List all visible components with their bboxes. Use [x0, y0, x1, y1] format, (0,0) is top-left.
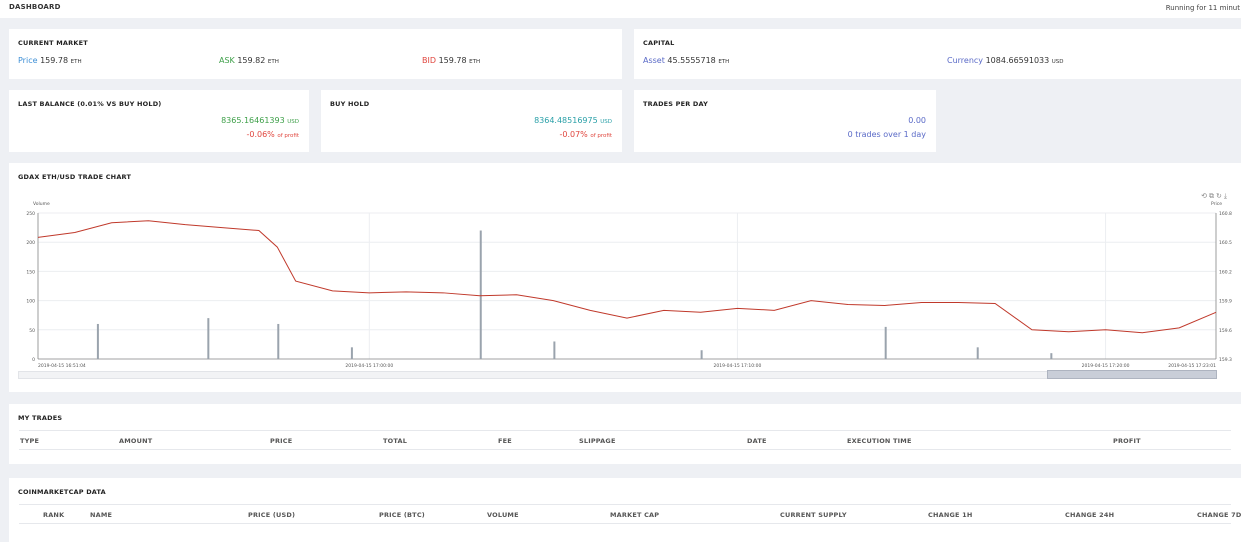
col-name[interactable]: NAME — [90, 511, 113, 519]
asset-value: 45.5555718 — [667, 56, 716, 65]
last-balance-card: LAST BALANCE (0.01% VS BUY HOLD) 8365.16… — [9, 90, 309, 152]
zoom-icon[interactable]: ⧉ — [1209, 192, 1217, 200]
coinmarketcap-card: COINMARKETCAP DATA RANK NAME PRICE (USD)… — [9, 478, 1241, 542]
col-price-btc[interactable]: PRICE (BTC) — [379, 511, 425, 519]
col-rank[interactable]: RANK — [43, 511, 65, 519]
profit-pct: -0.07% — [559, 130, 588, 139]
chart-zoom-slider[interactable] — [18, 371, 1216, 379]
col-volume[interactable]: VOLUME — [487, 511, 519, 519]
buy-hold-card: BUY HOLD 8364.48516975 USD -0.07% of pro… — [321, 90, 622, 152]
currency-value: 1084.66591033 — [985, 56, 1050, 65]
col-type[interactable]: TYPE — [20, 437, 40, 445]
col-slippage[interactable]: SLIPPAGE — [579, 437, 616, 445]
col-price-usd[interactable]: PRICE (USD) — [248, 511, 296, 519]
last-balance-value: 8365.16461393 USD — [221, 116, 299, 125]
chart-zoom-handle[interactable] — [1047, 370, 1217, 379]
col-execution-time[interactable]: EXECUTION TIME — [847, 437, 912, 445]
trades-per-day-value: 0.00 — [908, 116, 926, 125]
chart-title: GDAX ETH/USD TRADE CHART — [18, 173, 132, 181]
card-title: LAST BALANCE (0.01% VS BUY HOLD) — [18, 100, 162, 108]
my-trades-header: TYPE AMOUNT PRICE TOTAL FEE SLIPPAGE DAT… — [19, 430, 1231, 450]
capital-card: CAPITAL Asset 45.5555718 ETH Currency 10… — [634, 29, 1241, 79]
ask-label: ASK — [219, 56, 235, 65]
coinmarketcap-header: RANK NAME PRICE (USD) PRICE (BTC) VOLUME… — [19, 504, 1241, 524]
col-total[interactable]: TOTAL — [383, 437, 408, 445]
trades-per-day-card: TRADES PER DAY 0.00 0 trades over 1 day — [634, 90, 936, 152]
current-market-card: CURRENT MARKET Price 159.78 ETH ASK 159.… — [9, 29, 622, 79]
trade-chart-card: GDAX ETH/USD TRADE CHART ⟲⧉↻⤓ — [9, 163, 1241, 392]
bid-unit: ETH — [469, 59, 481, 65]
col-price[interactable]: PRICE — [270, 437, 293, 445]
price-value: 159.78 — [40, 56, 69, 65]
profit-label: of profit — [590, 133, 612, 139]
chart-toolbox: ⟲⧉↻⤓ — [1201, 192, 1229, 201]
last-balance-profit: -0.06% of profit — [246, 130, 299, 139]
profit-pct: -0.06% — [246, 130, 275, 139]
price-label: Price — [18, 56, 38, 65]
balance-unit: USD — [287, 119, 299, 125]
buy-hold-amount: 8364.48516975 — [534, 116, 598, 125]
bid-value: 159.78 — [438, 56, 467, 65]
refresh-icon[interactable]: ↻ — [1216, 192, 1224, 200]
profit-label: of profit — [277, 133, 299, 139]
currency-unit: USD — [1051, 59, 1064, 65]
restore-icon[interactable]: ⟲ — [1201, 192, 1210, 200]
ask-stat: ASK 159.82 ETH — [219, 56, 279, 65]
trades-per-day-summary: 0 trades over 1 day — [847, 130, 926, 139]
card-title: COINMARKETCAP DATA — [18, 488, 106, 496]
buy-hold-profit: -0.07% of profit — [559, 130, 612, 139]
card-title: MY TRADES — [18, 414, 63, 422]
asset-label: Asset — [643, 56, 665, 65]
download-icon[interactable]: ⤓ — [1223, 192, 1229, 200]
currency-label: Currency — [947, 56, 984, 65]
price-unit: ETH — [70, 59, 82, 65]
col-profit[interactable]: PROFIT — [1113, 437, 1141, 445]
col-amount[interactable]: AMOUNT — [119, 437, 153, 445]
buy-hold-value: 8364.48516975 USD — [534, 116, 612, 125]
ask-value: 159.82 — [237, 56, 266, 65]
price-stat: Price 159.78 ETH — [18, 56, 82, 65]
col-change-7d[interactable]: CHANGE 7D — [1197, 511, 1241, 519]
my-trades-card: MY TRADES TYPE AMOUNT PRICE TOTAL FEE SL… — [9, 404, 1241, 464]
card-title: TRADES PER DAY — [643, 100, 709, 108]
running-status: Running for 11 minut — [1165, 4, 1240, 12]
bid-label: BID — [422, 56, 437, 65]
bid-stat: BID 159.78 ETH — [422, 56, 480, 65]
card-title: CAPITAL — [643, 39, 675, 47]
col-current-supply[interactable]: CURRENT SUPPLY — [780, 511, 847, 519]
ask-unit: ETH — [267, 59, 279, 65]
col-market-cap[interactable]: MARKET CAP — [610, 511, 660, 519]
asset-stat: Asset 45.5555718 ETH — [643, 56, 729, 65]
col-change-1h[interactable]: CHANGE 1H — [928, 511, 973, 519]
buy-hold-unit: USD — [600, 119, 612, 125]
balance-amount: 8365.16461393 — [221, 116, 285, 125]
card-title: BUY HOLD — [330, 100, 370, 108]
asset-unit: ETH — [718, 59, 730, 65]
currency-stat: Currency 1084.66591033 USD — [947, 56, 1064, 65]
col-date[interactable]: DATE — [747, 437, 767, 445]
card-title: CURRENT MARKET — [18, 39, 88, 47]
col-change-24h[interactable]: CHANGE 24H — [1065, 511, 1115, 519]
col-fee[interactable]: FEE — [498, 437, 512, 445]
top-bar: DASHBOARD Running for 11 minut — [0, 0, 1241, 18]
page-title: DASHBOARD — [9, 3, 61, 11]
